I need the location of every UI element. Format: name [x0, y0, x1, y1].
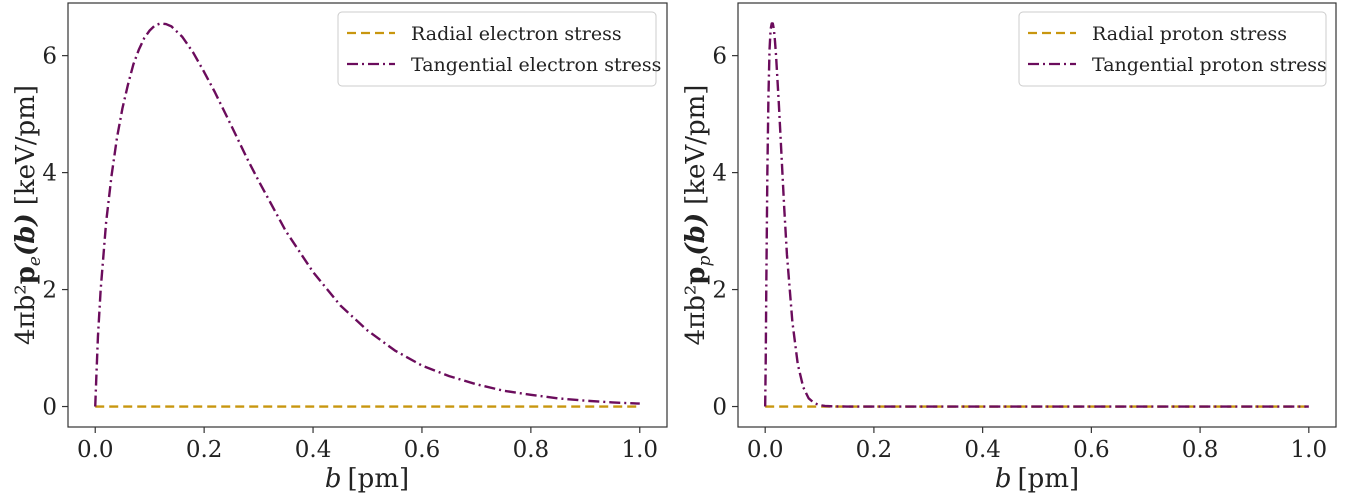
y-tick-label: 4	[42, 161, 57, 187]
x-axis-unit: [pm]	[348, 464, 410, 494]
x-tick-label: 0.2	[856, 437, 893, 463]
legend-box	[337, 11, 657, 87]
x-tick-label: 0.6	[404, 437, 441, 463]
x-axis-variable: b	[325, 464, 342, 494]
x-axis-label: b [pm]	[325, 464, 409, 494]
legend: Radial proton stress Tangential proton s…	[1018, 11, 1327, 87]
x-tick-label: 0.2	[186, 437, 223, 463]
x-axis-ticks: 0.0 0.2 0.4 0.6 0.8 1.0	[747, 427, 1327, 463]
y-axis-argument: (b)	[681, 213, 711, 256]
series-line-tangential	[763, 22, 1309, 408]
plot-frame	[67, 2, 668, 428]
x-tick-label: 1.0	[621, 437, 658, 463]
y-axis-argument: (b)	[11, 213, 41, 256]
y-axis-subscript: e	[25, 256, 45, 266]
series-layer	[94, 22, 640, 408]
x-axis-unit: [pm]	[1018, 464, 1080, 494]
x-tick-label: 1.0	[1291, 437, 1328, 463]
y-tick-label: 0	[42, 395, 57, 421]
y-axis-unit: [keV/pm]	[681, 85, 711, 205]
x-tick-label: 0.8	[513, 437, 550, 463]
electron-stress-chart: 0.0 0.2 0.4 0.6 0.8 1.0 0 2 4 6 b [pm] 4πb²pe(b) […	[11, 2, 668, 494]
legend-label-radial: Radial electron stress	[411, 23, 622, 45]
y-axis-prefix: 4πb²	[681, 285, 711, 346]
y-axis-label: 4πb²pp(b)[keV/pm]	[681, 85, 715, 346]
x-tick-label: 0.6	[1073, 437, 1110, 463]
y-tick-label: 6	[42, 44, 57, 70]
y-tick-label: 2	[712, 278, 727, 304]
x-tick-label: 0.0	[77, 437, 114, 463]
y-axis-ticks: 0 2 4 6	[42, 44, 68, 421]
legend-label-tangential: Tangential proton stress	[1092, 54, 1327, 76]
y-tick-label: 4	[712, 161, 727, 187]
y-axis-symbol: p	[11, 266, 41, 284]
legend: Radial electron stress Tangential electr…	[337, 11, 661, 87]
legend-label-tangential: Tangential electron stress	[411, 54, 661, 76]
x-axis-ticks: 0.0 0.2 0.4 0.6 0.8 1.0	[77, 427, 658, 463]
y-axis-unit: [keV/pm]	[11, 85, 41, 205]
y-axis-ticks: 0 2 4 6	[712, 44, 738, 421]
y-axis-label: 4πb²pe(b) [keV/pm]	[11, 85, 45, 345]
y-axis-prefix: 4πb²	[11, 284, 41, 345]
legend-label-radial: Radial proton stress	[1092, 23, 1287, 45]
y-tick-label: 2	[42, 278, 57, 304]
plot-frame	[737, 2, 1337, 428]
y-tick-label: 0	[712, 395, 727, 421]
x-tick-label: 0.8	[1182, 437, 1219, 463]
series-line-tangential	[94, 22, 640, 407]
x-axis-variable: b	[995, 464, 1012, 494]
legend-box	[1018, 11, 1327, 87]
x-tick-label: 0.4	[295, 437, 332, 463]
series-layer	[763, 22, 1309, 408]
x-tick-label: 0.4	[964, 437, 1001, 463]
x-tick-label: 0.0	[747, 437, 784, 463]
y-axis-symbol: p	[681, 267, 711, 285]
x-axis-label: b [pm]	[995, 464, 1079, 494]
y-axis-subscript: p	[695, 256, 715, 267]
y-tick-label: 6	[712, 44, 727, 70]
